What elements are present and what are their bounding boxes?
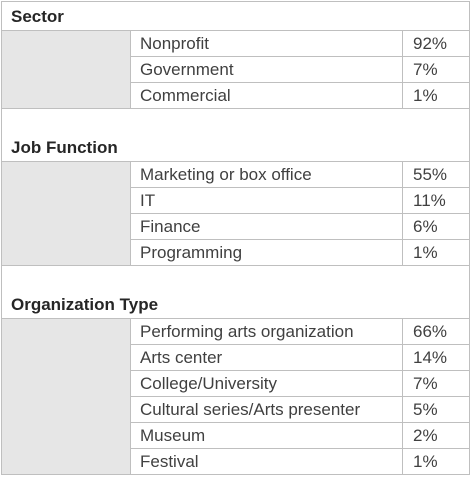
row-label: College/University	[131, 371, 403, 397]
section-heading: Organization Type	[1, 265, 470, 318]
row-label: Performing arts organization	[131, 319, 403, 345]
row-value: 11%	[403, 188, 469, 214]
row-label: Nonprofit	[131, 31, 403, 57]
row-value: 2%	[403, 423, 469, 449]
row-value: 66%	[403, 319, 469, 345]
row-value: 6%	[403, 214, 469, 240]
row-label: Government	[131, 57, 403, 83]
indent-cell	[2, 31, 131, 108]
row-label: Arts center	[131, 345, 403, 371]
row-value: 7%	[403, 57, 469, 83]
row-value: 55%	[403, 162, 469, 188]
row-label: Cultural series/Arts presenter	[131, 397, 403, 423]
row-label: Finance	[131, 214, 403, 240]
row-label: Programming	[131, 240, 403, 265]
section-sector: Sector Nonprofit 92% Government 7% Comme…	[1, 1, 470, 108]
row-value: 7%	[403, 371, 469, 397]
row-label: Marketing or box office	[131, 162, 403, 188]
section-organization-type: Organization Type Performing arts organi…	[1, 265, 470, 475]
section-rows: Marketing or box office 55% IT 11% Finan…	[1, 161, 470, 265]
row-label: Commercial	[131, 83, 403, 108]
row-value: 1%	[413, 86, 438, 105]
row-value: 1%	[413, 452, 438, 471]
section-rows: Nonprofit 92% Government 7% Commercial 1…	[1, 30, 470, 108]
row-value: 92%	[403, 31, 469, 57]
row-label: IT	[131, 188, 403, 214]
section-heading: Sector	[1, 1, 470, 30]
indent-cell	[2, 162, 131, 265]
row-value: 14%	[403, 345, 469, 371]
row-value: 1%	[413, 243, 438, 262]
row-label: Festival	[131, 449, 403, 474]
indent-cell	[2, 319, 131, 474]
row-label: Museum	[131, 423, 403, 449]
section-job-function: Job Function Marketing or box office 55%…	[1, 108, 470, 265]
section-rows: Performing arts organization 66% Arts ce…	[1, 318, 470, 475]
row-value: 5%	[403, 397, 469, 423]
section-heading: Job Function	[1, 108, 470, 161]
